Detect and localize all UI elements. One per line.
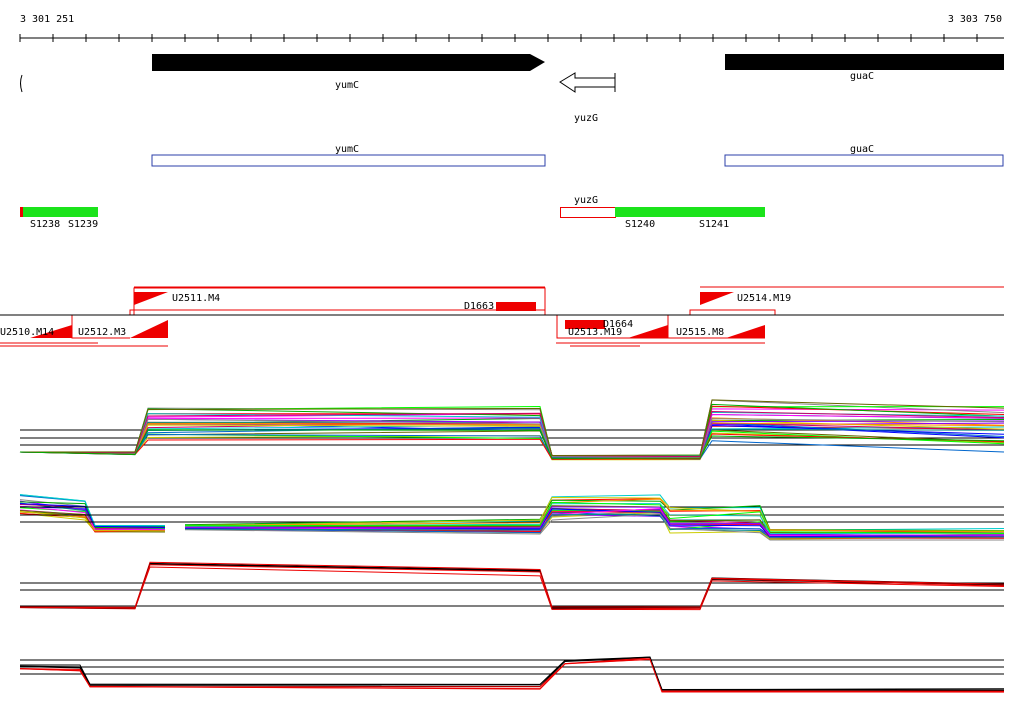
transcript-label: U2513.M19: [568, 327, 622, 338]
transcript-end: [628, 325, 668, 338]
transcript-label: U2515.M8: [676, 327, 724, 338]
expression-line: [19, 658, 1005, 693]
transcript-label: D1664: [603, 319, 633, 330]
expression-line: [19, 433, 1005, 460]
transcript-end: [130, 320, 168, 338]
segment: [23, 207, 98, 217]
segment-label: yuzG: [574, 195, 598, 206]
segment: [20, 207, 23, 217]
expression-line: [19, 509, 166, 533]
expression-line: [19, 503, 166, 530]
ruler-end: 3 303 750: [948, 14, 1002, 25]
transcript-end: [726, 325, 765, 338]
expression-line: [19, 429, 1005, 459]
expression-line: [19, 410, 1005, 458]
transcript-label: U2514.M19: [737, 293, 791, 304]
expression-panels: [19, 399, 1005, 693]
expression-line: [184, 506, 1005, 537]
expression-line: [19, 494, 166, 526]
expression-line: [184, 501, 1005, 535]
cds-box: [151, 154, 546, 167]
transcript-start: [134, 292, 168, 305]
gene-arrow: [725, 54, 1004, 70]
gene-label: guaC: [850, 71, 874, 82]
transcript-label: U2510.M14: [0, 327, 54, 338]
expression-line: [184, 513, 1004, 541]
expression-line: [19, 505, 166, 531]
segment: [615, 207, 765, 217]
transcript-block: [565, 320, 605, 329]
ruler-start: 3 301 251: [20, 14, 74, 25]
ruler-ticks: [19, 34, 978, 42]
segment-label: S1239: [68, 219, 98, 230]
transcript-end: [30, 325, 72, 338]
segment-label: S1240: [625, 219, 655, 230]
gene-label: yumC: [335, 80, 359, 91]
expression-line: [19, 399, 1005, 456]
expression-line: [19, 503, 166, 528]
transcript-block: [496, 302, 536, 311]
expression-line: [19, 656, 1005, 691]
segment-label: S1238: [30, 219, 60, 230]
cds-label: guaC: [850, 144, 874, 155]
segment-label: S1241: [699, 219, 729, 230]
expression-line: [184, 498, 1005, 533]
transcript-label: D1663: [464, 301, 494, 312]
transcript-label: U2512.M3: [78, 327, 126, 338]
transcript-label: U2511.M4: [172, 293, 220, 304]
expression-line: [19, 564, 1005, 610]
gene-label: yuzG: [574, 113, 598, 124]
transcript-start: [700, 292, 734, 305]
segment: [560, 207, 616, 218]
gene-stub: [20, 74, 23, 93]
gene-arrow: [152, 54, 545, 71]
cds-label: yumC: [335, 144, 359, 155]
cds-box: [724, 154, 1004, 167]
